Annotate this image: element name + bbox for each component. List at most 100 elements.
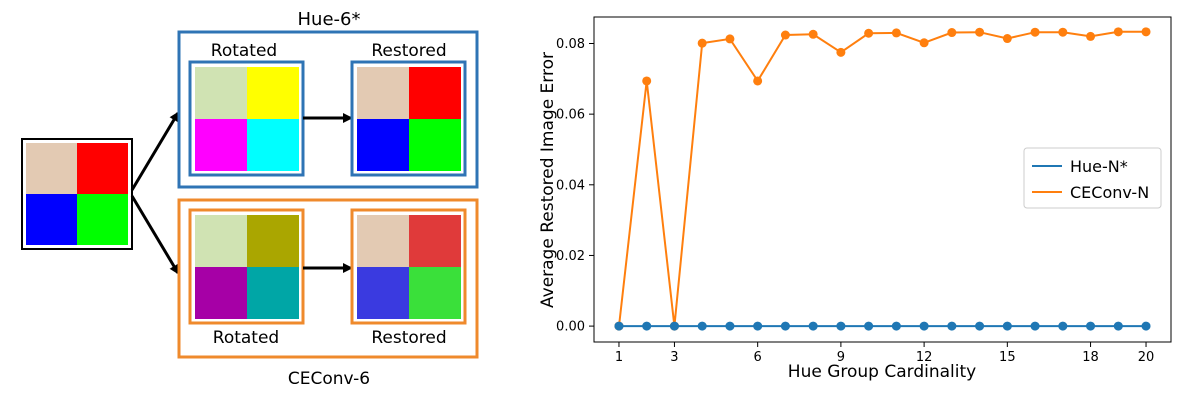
data-point-hue-n — [1086, 321, 1096, 331]
hue-6-rotated-quad-tr — [247, 67, 299, 119]
ceconv-6-restored-label: Restored — [371, 328, 446, 348]
data-point-ceconv-n — [642, 76, 652, 86]
data-point-ceconv-n — [1058, 27, 1068, 37]
color-rotation-diagram: Hue-6* Rotated Restored — [21, 9, 479, 389]
data-point-hue-n — [1141, 321, 1151, 331]
ceconv-6-title: CEConv-6 — [288, 369, 370, 389]
hue-6-restored-frame — [350, 60, 467, 177]
x-tick-label: 15 — [999, 350, 1016, 365]
data-point-hue-n — [669, 321, 679, 331]
data-point-ceconv-n — [1002, 34, 1012, 44]
ceconv-6-box: Rotated Restored CEConv-6 — [177, 198, 479, 389]
data-point-ceconv-n — [1141, 27, 1151, 37]
data-point-ceconv-n — [1086, 31, 1096, 41]
y-axis-label: Average Restored Image Error — [538, 52, 558, 308]
data-point-hue-n — [1113, 321, 1123, 331]
data-point-hue-n — [947, 321, 957, 331]
arrow-to-ceconv — [130, 195, 180, 275]
ceconv-6-restored-frame — [350, 208, 467, 325]
data-point-hue-n — [808, 321, 818, 331]
y-tick-label: 0.00 — [556, 320, 585, 335]
input-quad-br — [77, 194, 128, 245]
data-point-ceconv-n — [1113, 27, 1123, 37]
data-point-hue-n — [697, 321, 707, 331]
y-tick-label: 0.08 — [556, 37, 585, 52]
data-point-ceconv-n — [864, 28, 874, 38]
ceconv-6-rotated-quad-br — [247, 267, 299, 319]
data-point-ceconv-n — [725, 34, 735, 44]
ceconv-6-restored-quad-br — [409, 267, 461, 319]
data-point-hue-n — [1058, 321, 1068, 331]
y-tick-label: 0.04 — [556, 178, 585, 193]
data-point-ceconv-n — [975, 27, 985, 37]
ceconv-6-rotated-quad-bl — [195, 267, 247, 319]
data-point-hue-n — [614, 321, 624, 331]
input-image — [21, 138, 133, 250]
data-point-ceconv-n — [919, 38, 929, 48]
data-point-ceconv-n — [836, 47, 846, 57]
hue-6-rotated-quad-br — [247, 119, 299, 171]
input-quad-bl — [26, 194, 77, 245]
data-point-ceconv-n — [697, 38, 707, 48]
hue-6-restored-quad-tr — [409, 67, 461, 119]
x-tick-label: 6 — [754, 350, 762, 365]
data-point-hue-n — [864, 321, 874, 331]
legend: Hue-N* CEConv-N — [1023, 147, 1162, 209]
legend-label: Hue-N* — [1070, 157, 1128, 176]
data-point-ceconv-n — [780, 30, 790, 40]
hue-6-box: Hue-6* Rotated Restored — [177, 9, 479, 189]
x-axis-label: Hue Group Cardinality — [788, 362, 976, 382]
data-point-hue-n — [1030, 321, 1040, 331]
hue-6-restored-quad-br — [409, 119, 461, 171]
data-point-hue-n — [836, 321, 846, 331]
data-point-hue-n — [975, 321, 985, 331]
hue-6-rotated-quad-bl — [195, 119, 247, 171]
x-ticks: 1 3 6 9 12 15 18 20 — [615, 342, 1154, 365]
data-point-hue-n — [780, 321, 790, 331]
data-point-hue-n — [725, 321, 735, 331]
data-point-hue-n — [1002, 321, 1012, 331]
ceconv-6-rotated-quad-tl — [195, 215, 247, 267]
hue-6-rotated-label: Rotated — [211, 41, 277, 61]
ceconv-6-restored-quad-tl — [357, 215, 409, 267]
data-point-ceconv-n — [947, 28, 957, 38]
input-quad-tr — [77, 143, 128, 194]
x-tick-label: 12 — [916, 350, 933, 365]
input-quad-tl — [26, 143, 77, 194]
data-point-ceconv-n — [753, 76, 763, 86]
data-point-hue-n — [642, 321, 652, 331]
hue-6-rotated-quad-tl — [195, 67, 247, 119]
series-layer — [614, 27, 1151, 331]
hue-6-frame — [177, 30, 479, 189]
series-line-ceconv-n — [618, 30, 1146, 327]
ceconv-6-restored-quad-bl — [357, 267, 409, 319]
x-tick-label: 18 — [1082, 350, 1099, 365]
data-point-ceconv-n — [808, 29, 818, 39]
data-point-hue-n — [753, 321, 763, 331]
data-point-hue-n — [919, 321, 929, 331]
y-tick-label: 0.02 — [556, 249, 585, 264]
x-tick-label: 9 — [837, 350, 845, 365]
y-tick-label: 0.06 — [556, 108, 585, 123]
data-point-ceconv-n — [891, 28, 901, 38]
x-tick-label: 20 — [1138, 350, 1155, 365]
y-ticks: 0.00 0.02 0.04 0.06 0.08 — [556, 37, 594, 335]
line-chart: 0.00 0.02 0.04 0.06 0.08 1 3 6 9 12 15 18 20 Hue Gr… — [538, 16, 1172, 382]
x-tick-label: 1 — [615, 350, 623, 365]
ceconv-6-rotated-label: Rotated — [213, 328, 279, 348]
hue-6-restored-quad-bl — [357, 119, 409, 171]
x-tick-label: 3 — [670, 350, 678, 365]
ceconv-6-rotated-quad-tr — [247, 215, 299, 267]
hue-6-restored-label: Restored — [371, 41, 446, 61]
legend-label: CEConv-N — [1070, 183, 1149, 202]
ceconv-6-restored-quad-tr — [409, 215, 461, 267]
plot-frame — [593, 16, 1172, 343]
hue-6-restored-quad-tl — [357, 67, 409, 119]
ceconv-6-frame — [177, 198, 479, 359]
series-hue-n — [614, 321, 1151, 331]
arrow-to-hue — [130, 111, 180, 191]
data-point-hue-n — [891, 321, 901, 331]
hue-6-title: Hue-6* — [298, 9, 361, 30]
data-point-ceconv-n — [1030, 27, 1040, 37]
